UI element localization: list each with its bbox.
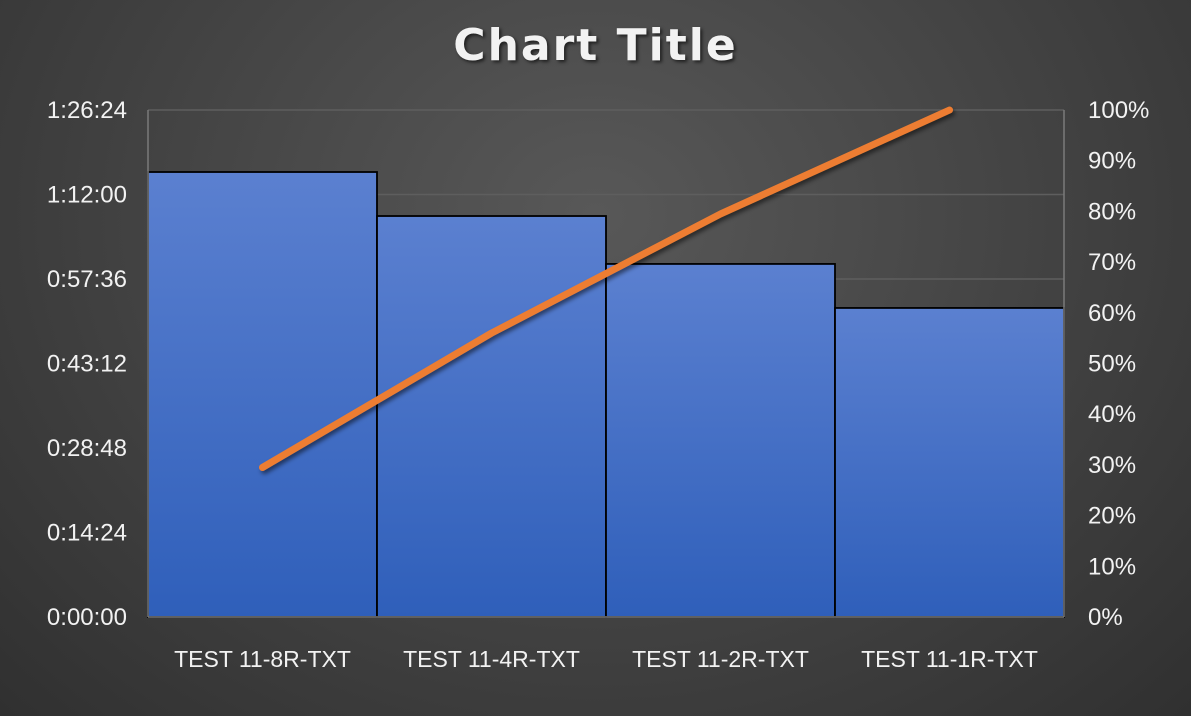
left-tick-label: 0:28:48	[47, 435, 127, 462]
chart-title: Chart Title	[453, 20, 738, 71]
bar	[834, 307, 1065, 618]
left-tick-label: 0:00:00	[47, 604, 127, 631]
right-tick-label: 60%	[1088, 300, 1136, 327]
left-tick-label: 1:26:24	[47, 97, 127, 124]
right-tick-label: 30%	[1088, 452, 1136, 479]
category-label: TEST 11-1R-TXT	[861, 646, 1038, 672]
left-tick-label: 0:57:36	[47, 266, 127, 293]
right-tick-label: 80%	[1088, 198, 1136, 225]
cumulative-line	[259, 106, 953, 471]
left-tick-label: 0:43:12	[47, 351, 127, 378]
right-tick-label: 90%	[1088, 148, 1136, 175]
right-tick-label: 100%	[1088, 97, 1149, 124]
right-tick-label: 70%	[1088, 249, 1136, 276]
bar	[376, 215, 607, 618]
bar	[147, 171, 378, 618]
left-tick-label: 0:14:24	[47, 520, 127, 547]
left-tick-label: 1:12:00	[47, 182, 127, 209]
right-tick-label: 50%	[1088, 351, 1136, 378]
category-label: TEST 11-4R-TXT	[403, 646, 580, 672]
right-tick-label: 10%	[1088, 553, 1136, 580]
right-tick-label: 40%	[1088, 401, 1136, 428]
right-tick-label: 0%	[1088, 604, 1123, 631]
category-label: TEST 11-2R-TXT	[632, 646, 809, 672]
right-tick-label: 20%	[1088, 503, 1136, 530]
bar	[605, 263, 836, 618]
category-label: TEST 11-8R-TXT	[174, 646, 351, 672]
